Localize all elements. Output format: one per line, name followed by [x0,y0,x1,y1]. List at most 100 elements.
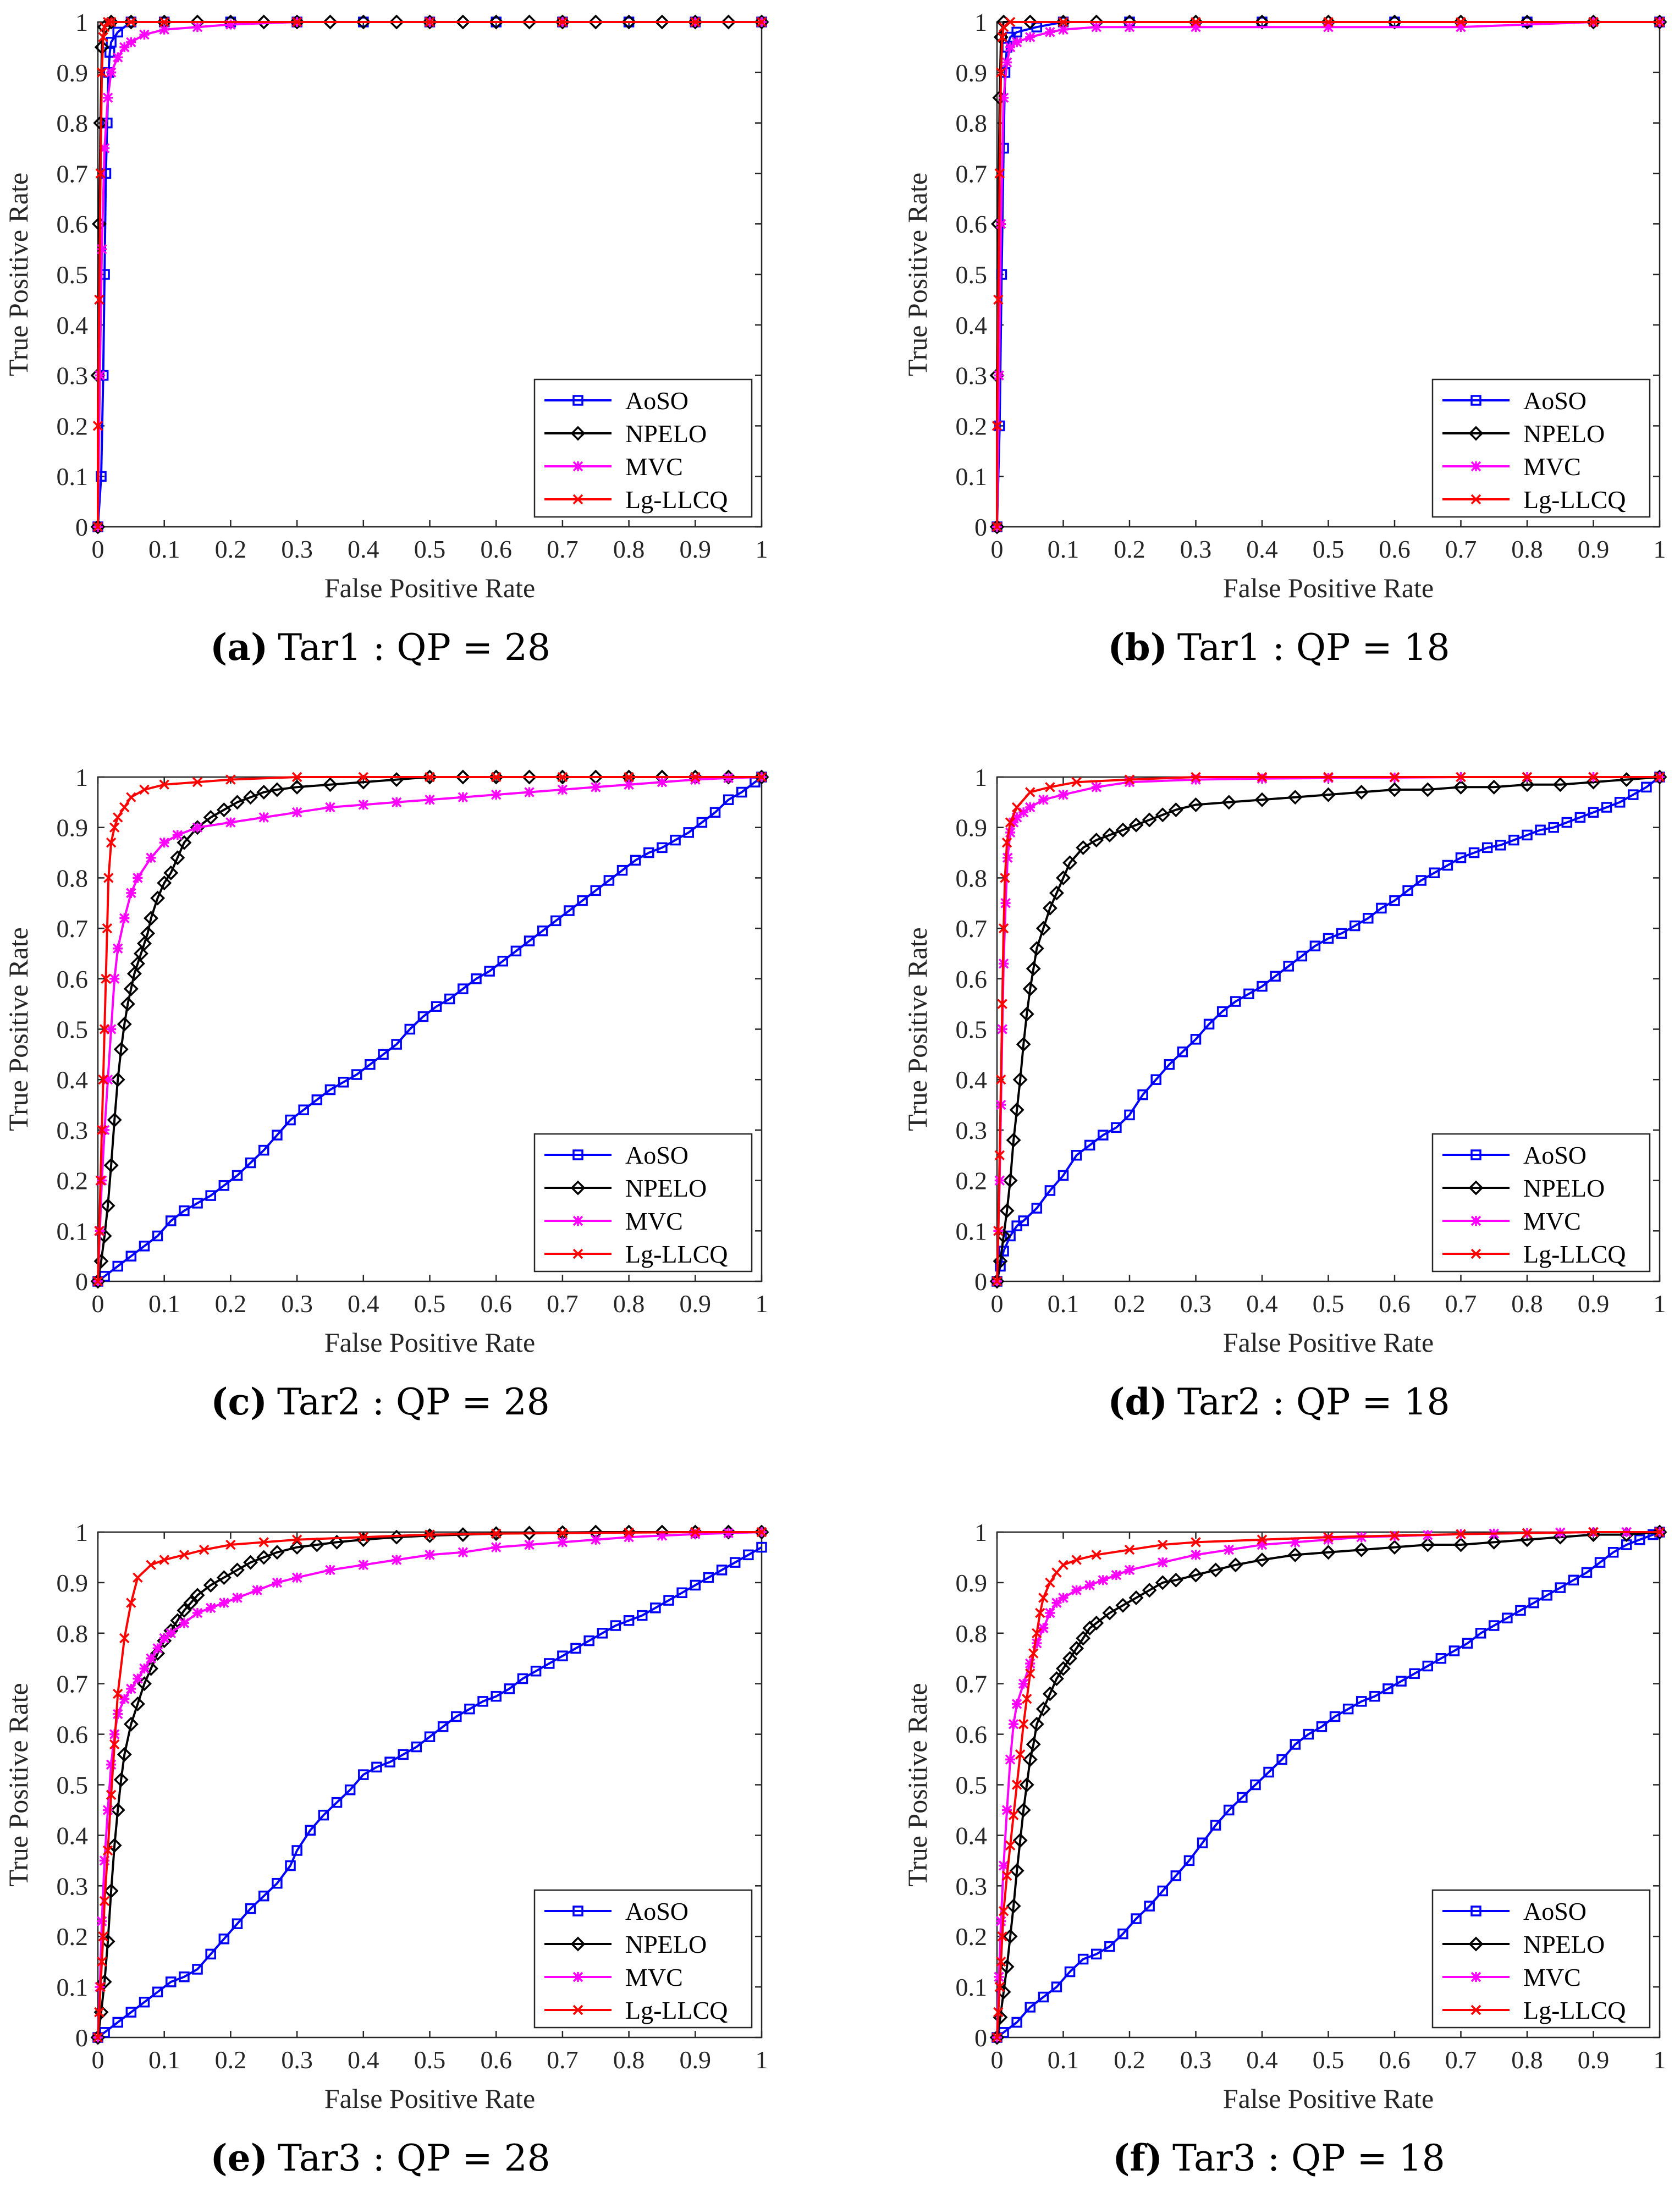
x-tick-label: 0.5 [1313,1290,1345,1318]
data-point-cross [126,792,136,802]
data-point-asterisk [1018,807,1029,818]
legend: AoSO NPELO MVC Lg-LLCQ [1431,1889,1651,2029]
data-point-diamond [190,820,205,835]
data-point-cross [1001,837,1012,848]
data-point-square [1216,1006,1228,1017]
data-point-cross [998,923,1009,934]
data-point-diamond [1420,1537,1435,1552]
data-point-diamond [123,981,139,996]
x-tick-label: 0.7 [1445,2046,1477,2074]
data-point-asterisk [291,1572,302,1583]
data-point-square [232,1918,243,1929]
legend-item: Lg-LLCQ [1442,486,1626,514]
data-point-diamond [1042,900,1057,916]
data-point-square [716,1565,728,1576]
data-point-cross [992,421,1003,431]
data-point-square [318,1809,329,1821]
data-point-square [1183,1855,1195,1866]
data-point-cross [1654,16,1665,27]
data-point-asterisk [192,822,203,833]
y-tick-label: 0.9 [956,814,988,842]
data-point-cross [95,1175,106,1186]
data-point-square [676,1587,687,1599]
legend-item: AoSO [1442,387,1587,415]
legend-box [1431,1133,1651,1273]
y-tick-label: 0.9 [57,59,89,87]
data-point-asterisk [572,1215,583,1226]
data-point-square [1296,950,1308,962]
data-point-cross [690,772,701,783]
data-point-square [1024,2002,1035,2013]
y-axis-label: True Positive Rate [902,1683,933,1886]
data-point-cross [99,1024,110,1034]
y-tick-label: 0.5 [956,1016,988,1044]
data-point-diamond [356,14,371,30]
data-point-square [1548,822,1559,833]
data-point-square [1031,1203,1043,1214]
caption-label: (b) [1108,626,1167,669]
data-point-asterisk [425,795,435,805]
data-point-cross [102,1845,113,1856]
y-tick-label: 0.4 [956,1066,988,1094]
data-point-square [471,973,482,984]
data-point-asterisk [1005,42,1016,53]
data-point-diamond [1035,1701,1051,1717]
data-point-cross [993,1226,1004,1236]
data-point-diamond [203,809,218,825]
x-tick-label: 0 [92,2046,104,2074]
data-point-diamond [1228,1557,1243,1573]
data-point-asterisk [1051,1598,1062,1608]
data-point-diamond [1188,1567,1203,1583]
data-point-asterisk [126,1683,136,1694]
x-axis-label: False Positive Rate [324,2083,535,2114]
legend: AoSO NPELO MVC Lg-LLCQ [533,1133,753,1273]
data-point-square [245,1157,256,1169]
data-point-diamond [90,519,106,535]
data-point-asterisk [126,37,136,47]
caption-label: (c) [211,1380,267,1423]
data-point-cross [1035,1607,1045,1618]
data-point-asterisk [192,21,203,32]
data-point-asterisk [391,797,402,808]
data-point-asterisk [524,787,535,797]
x-tick-label: 0 [991,535,1004,563]
data-point-asterisk [133,1673,143,1684]
x-axis-label: False Positive Rate [1223,1327,1434,1358]
legend-label: Lg-LLCQ [1523,1996,1626,2024]
data-point-square [650,1602,661,1613]
data-point-square [723,794,734,806]
data-point-asterisk [1018,1678,1029,1689]
legend-item: MVC [544,1207,683,1235]
legend-label: AoSO [625,387,688,415]
data-point-cross [119,802,130,813]
data-point-asterisk [225,817,236,828]
data-point-square [378,1049,389,1060]
data-point-cross [1124,1544,1135,1555]
data-point-square [1051,1981,1062,1992]
data-point-cross [199,1544,210,1555]
data-point-diamond [1102,1605,1117,1621]
data-point-square [1409,1668,1420,1679]
y-tick-label: 0.2 [956,1167,988,1195]
data-point-square [1237,1792,1248,1803]
data-point-asterisk [126,888,136,899]
data-point-cross [995,1956,1006,1967]
data-point-cross [572,1248,583,1259]
data-point-cross [1045,1577,1055,1588]
data-point-square [458,983,469,994]
data-point-square [391,1039,402,1050]
data-point-square [630,855,641,866]
data-point-cross [624,772,634,783]
data-point-cross [106,1789,117,1800]
y-tick-label: 0.7 [57,159,89,188]
series-line-lg-llcq [97,21,762,527]
roc-panel-3: 0 0.1 0.2 0.3 0.4 0.5 0.6 0.7 0.8 0.9 1 0 0.1 0.2 0.3 0… [902,763,1667,1423]
y-tick-label: 0.9 [57,814,89,842]
x-tick-label: 0.4 [348,535,379,563]
data-point-square [610,1620,621,1631]
y-tick-label: 0.7 [956,915,988,943]
x-tick-label: 0.9 [680,1290,712,1318]
data-point-cross [95,168,106,179]
data-point-asterisk [1323,21,1334,32]
data-point-cross [1058,16,1068,27]
